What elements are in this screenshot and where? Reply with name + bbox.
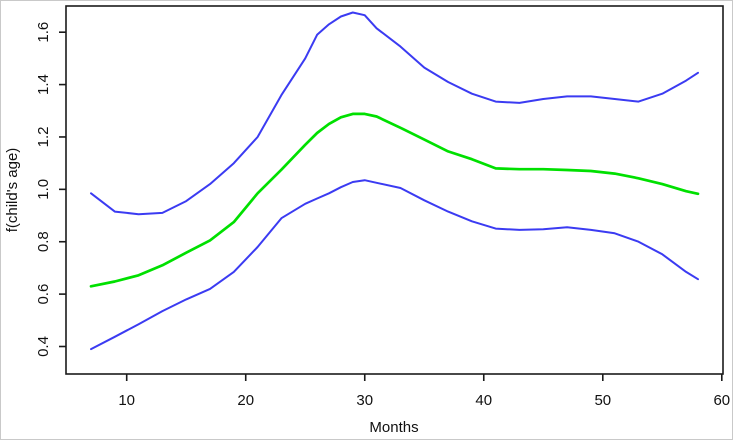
- plot-area: 10 20 30 40 50 60 0.4 0.6 0.8 1.0 1.2 1.4 1.6: [35, 5, 730, 409]
- fitted-smooth-line: [89, 112, 700, 288]
- y-tick-label: 0.8: [35, 231, 52, 252]
- y-tick-label: 1.0: [35, 179, 52, 200]
- y-tick-label: 1.4: [35, 74, 52, 95]
- y-axis-title: f(child's age): [4, 148, 21, 233]
- x-tick-label: 20: [237, 392, 254, 409]
- x-tick-label: 60: [713, 392, 730, 409]
- y-tick-label: 0.4: [35, 336, 52, 357]
- lower-confidence-band-line: [90, 179, 699, 351]
- y-tick-label: 1.2: [35, 127, 52, 148]
- y-tick-label: 0.6: [35, 284, 52, 305]
- plot-box: [65, 5, 724, 375]
- x-axis-title: Months: [369, 419, 418, 436]
- x-tick-label: 30: [356, 392, 373, 409]
- upper-confidence-band-line: [90, 11, 699, 216]
- x-tick-label: 10: [118, 392, 135, 409]
- y-tick-label: 1.6: [35, 22, 52, 43]
- x-tick-label: 50: [594, 392, 611, 409]
- x-tick-label: 40: [475, 392, 492, 409]
